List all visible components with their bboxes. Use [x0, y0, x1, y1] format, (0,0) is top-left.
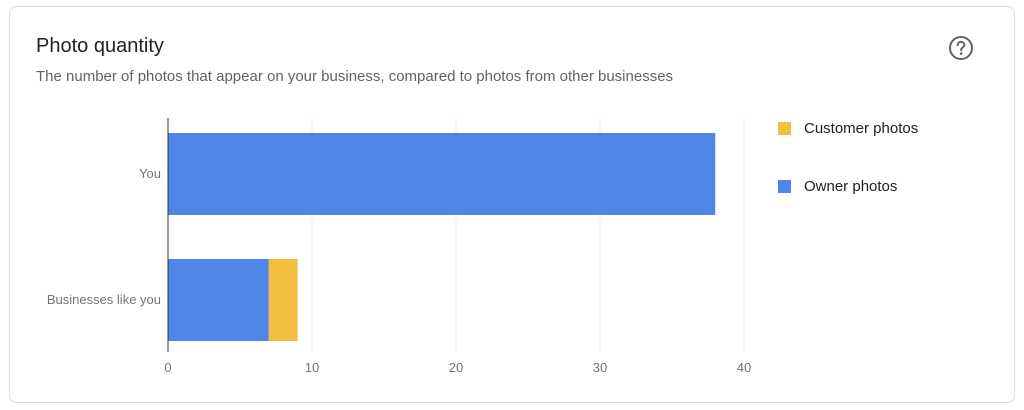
card-title: Photo quantity: [36, 35, 164, 57]
legend-swatch: [778, 180, 791, 193]
x-tick-label: 30: [593, 360, 607, 375]
x-tick-label: 0: [164, 360, 171, 375]
legend-label: Owner photos: [804, 178, 898, 195]
bar-owner[interactable]: [168, 133, 716, 215]
x-tick-label: 40: [737, 360, 751, 375]
legend-item: Owner photos: [778, 178, 897, 195]
bars: [168, 133, 716, 341]
labels: 0 10 20 30 40 You Businesses like you: [47, 166, 751, 375]
x-tick-label: 10: [305, 360, 319, 375]
y-category-label: You: [139, 166, 161, 181]
legend-label: Customer photos: [804, 120, 919, 137]
x-tick-label: 20: [449, 360, 463, 375]
legend-item: Customer photos: [778, 120, 918, 137]
bar-customer[interactable]: [268, 259, 298, 341]
card-subtitle: The number of photos that appear on your…: [36, 68, 674, 85]
bar-owner[interactable]: [168, 259, 269, 341]
legend-swatch: [778, 122, 791, 135]
help-circle-icon[interactable]: [948, 35, 974, 61]
y-category-label: Businesses like you: [47, 292, 161, 307]
